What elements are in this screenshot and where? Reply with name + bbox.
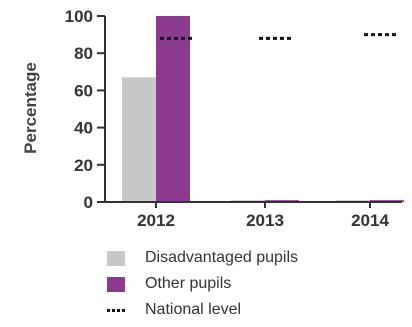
legend-item-national-level: National level — [107, 297, 298, 323]
bars — [122, 16, 404, 202]
y-tick-label: 100 — [65, 7, 93, 26]
y-axis-label: Percentage — [21, 62, 40, 154]
bar-other-2012 — [156, 16, 190, 202]
legend-label-other: Other pupils — [145, 275, 232, 292]
legend-dots-national-level — [107, 308, 125, 312]
y-tick-label: 0 — [84, 193, 93, 212]
legend: Disadvantaged pupils Other pupils Nation… — [107, 245, 298, 323]
national-level-markers — [160, 33, 396, 40]
legend-label-national-level: National level — [145, 301, 242, 318]
legend-swatch-other — [107, 276, 125, 292]
bar-disadvantaged-2012 — [122, 77, 156, 202]
legend-swatch-disadvantaged — [107, 250, 125, 266]
y-axis: 0 20 40 60 80 100 — [65, 7, 105, 212]
y-tick-label: 80 — [74, 44, 93, 63]
x-axis: 2012 2013 2014 — [137, 202, 389, 230]
y-tick-label: 20 — [74, 156, 93, 175]
x-tick-label-2012: 2012 — [137, 211, 175, 230]
x-tick-label-2013: 2013 — [246, 211, 284, 230]
x-tick-label-2014: 2014 — [351, 211, 389, 230]
y-tick-label: 60 — [74, 81, 93, 100]
legend-item-disadvantaged: Disadvantaged pupils — [107, 245, 298, 271]
chart: Percentage 0 20 40 60 80 100 2012 2013 2014 — [21, 7, 404, 230]
y-tick-label: 40 — [74, 119, 93, 138]
legend-label-disadvantaged: Disadvantaged pupils — [145, 249, 298, 266]
legend-item-other: Other pupils — [107, 271, 298, 297]
